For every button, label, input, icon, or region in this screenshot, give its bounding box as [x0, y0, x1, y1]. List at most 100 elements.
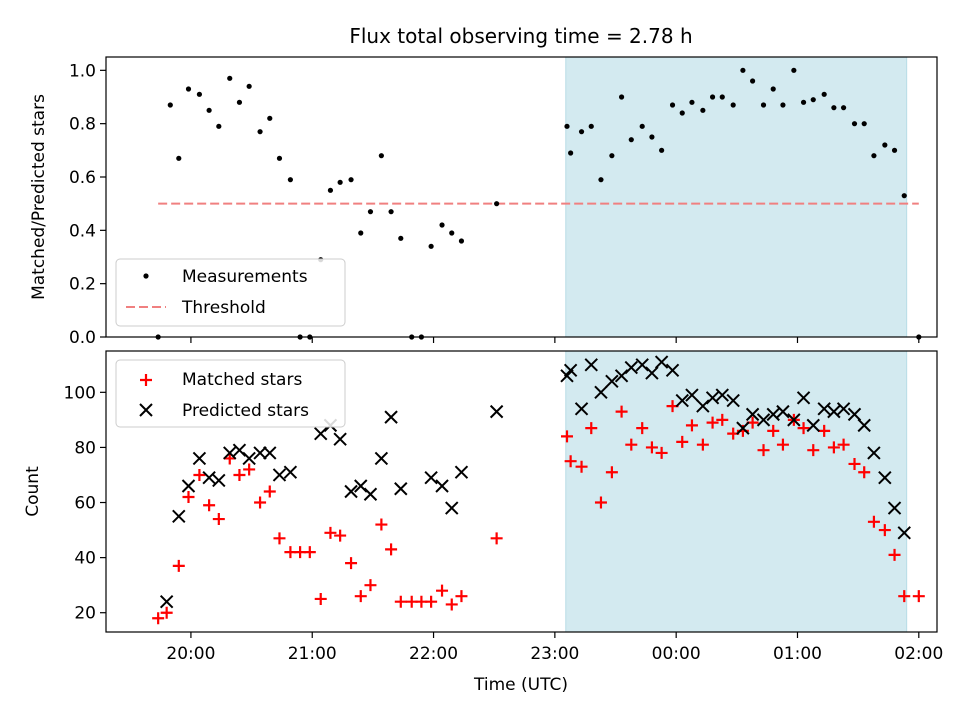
predicted-star-point — [897, 526, 911, 540]
matched-star-point — [898, 590, 911, 603]
predicted-star-point — [806, 418, 820, 433]
measurement-point — [458, 238, 465, 244]
measurement-point — [388, 209, 394, 215]
measurement-point — [689, 99, 695, 105]
measurement-point — [367, 209, 374, 215]
y-tick-label: 0.6 — [69, 168, 96, 188]
predicted-star-point — [445, 501, 459, 515]
x-tick-label: 23:00 — [530, 644, 579, 664]
matched-star-point — [716, 413, 729, 426]
matched-star-point — [615, 405, 628, 418]
measurement-point — [861, 121, 867, 127]
measurement-point — [669, 102, 676, 108]
matched-star-point — [560, 430, 573, 443]
y-tick-label: 1.0 — [69, 61, 96, 81]
matched-star-point — [655, 446, 668, 459]
legend-predicted-label: Predicted stars — [182, 401, 309, 421]
y-tick-label: 0.4 — [69, 221, 96, 241]
y-tick-label: 0.2 — [69, 275, 96, 295]
measurement-point — [337, 179, 343, 185]
y-tick-label: 60 — [74, 494, 96, 514]
bottom-axes-frame — [105, 350, 938, 633]
matched-star-point — [436, 584, 449, 597]
matched-star-point — [676, 435, 689, 448]
measurement-point — [618, 94, 625, 100]
matched-star-point — [912, 590, 925, 603]
predicted-star-point — [172, 509, 186, 524]
top-y-ticks: 0.0 0.2 0.4 0.6 0.8 1.0 — [69, 61, 106, 348]
matched-star-point — [425, 595, 438, 608]
predicted-star-point — [489, 404, 504, 419]
predicted-star-point — [796, 391, 811, 405]
matched-star-point — [797, 422, 810, 435]
measurement-point — [267, 115, 273, 121]
legend-predicted-marker — [139, 403, 153, 417]
predicted-star-point — [454, 465, 469, 479]
matched-star-point — [375, 518, 388, 531]
matched-star-point — [385, 543, 398, 556]
matched-star-point — [263, 485, 276, 498]
predicted-star-point — [192, 451, 207, 466]
matched-star-point — [645, 441, 658, 454]
matched-star-point — [364, 579, 377, 592]
measurement-point — [770, 86, 776, 92]
predicted-star-point — [384, 410, 398, 424]
measurement-point — [196, 91, 203, 97]
predicted-star-point — [827, 404, 841, 419]
matched-star-point — [767, 424, 780, 437]
measurement-point — [821, 91, 827, 97]
matched-star-point — [867, 515, 880, 528]
predicted-star-point — [705, 391, 720, 405]
matched-star-point — [172, 559, 185, 572]
predicted-star-point — [374, 451, 389, 466]
x-tick-label: 21:00 — [288, 644, 337, 664]
predicted-star-point — [887, 501, 902, 515]
y-tick-label: 20 — [74, 604, 96, 624]
measurement-point — [578, 129, 585, 135]
legend-measurements-marker — [143, 273, 149, 279]
predicted-star-point — [645, 366, 659, 380]
predicted-star-point — [253, 446, 267, 460]
bottom-shaded-span — [565, 350, 908, 633]
predicted-star-point — [584, 358, 598, 372]
matched-star-point — [334, 529, 347, 542]
legend-top-box — [115, 258, 346, 327]
bottom-x-ticks: 20:00 21:00 22:00 23:00 00:00 01:00 02:00 — [166, 632, 943, 664]
predicted-star-point — [696, 399, 710, 413]
predicted-star-point — [202, 471, 216, 485]
matched-star-point — [888, 548, 901, 561]
predicted-star-point — [756, 413, 771, 427]
measurement-point — [649, 134, 655, 140]
measurement-point — [227, 75, 233, 81]
measurement-point — [494, 201, 500, 207]
measurement-point — [901, 193, 907, 199]
measurement-point — [439, 222, 445, 228]
measurement-point — [882, 142, 888, 148]
measurement-point — [719, 94, 725, 100]
matched-star-point — [594, 496, 607, 509]
predicted-star-point — [878, 471, 892, 485]
measurement-point — [564, 123, 570, 129]
matched-star-point — [848, 457, 861, 470]
predicted-star-point — [424, 471, 438, 485]
matched-star-point — [152, 612, 165, 625]
predicted-star-point — [159, 594, 174, 609]
predicted-star-point — [232, 443, 247, 457]
top-panel: 0.0 0.2 0.4 0.6 0.8 1.0 Matched/Predicted sta… — [29, 56, 938, 348]
y-tick-label: 0.8 — [69, 115, 96, 135]
x-axis-label: Time (UTC) — [473, 675, 568, 695]
x-tick-label: 22:00 — [409, 644, 458, 664]
predicted-star-point — [836, 402, 851, 416]
measurement-point — [176, 155, 182, 161]
matched-star-point — [354, 590, 367, 603]
measurement-point — [287, 177, 293, 183]
measurement-point — [800, 99, 807, 105]
predicted-star-point — [665, 363, 680, 377]
matched-star-point — [345, 557, 358, 570]
predicted-star-point — [715, 388, 729, 402]
matched-star-point — [160, 606, 173, 619]
matched-star-point — [685, 419, 698, 432]
top-shaded-span — [565, 56, 908, 338]
matched-star-point — [233, 468, 246, 481]
measurement-point — [639, 123, 645, 129]
